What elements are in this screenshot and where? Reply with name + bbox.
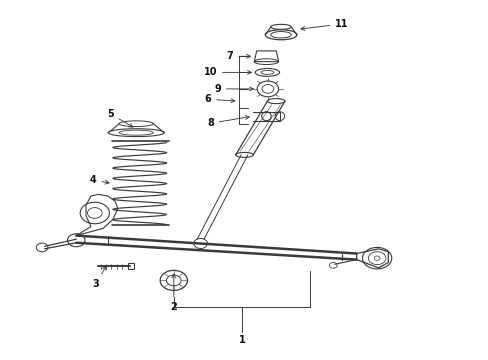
Text: 2: 2 [170,274,177,312]
Text: 9: 9 [214,84,253,94]
Text: 7: 7 [226,51,250,61]
Text: 11: 11 [300,19,348,30]
Text: 6: 6 [204,94,234,104]
Text: 5: 5 [107,109,133,127]
Text: 1: 1 [238,334,245,345]
Text: 3: 3 [92,266,106,289]
Text: 10: 10 [203,67,251,77]
Text: 4: 4 [90,175,109,185]
Text: 8: 8 [206,116,249,128]
